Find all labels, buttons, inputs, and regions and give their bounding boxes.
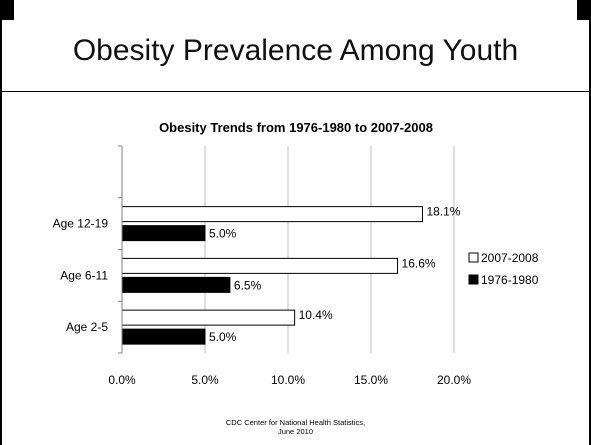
x-tick-label: 0.0% <box>108 373 136 387</box>
bar-baseline <box>121 225 206 242</box>
x-tick-label: 10.0% <box>271 373 305 387</box>
corner-decoration-left <box>2 0 14 20</box>
source-line-1: CDC Center for National Health Statistic… <box>225 418 366 427</box>
source-line-2: June 2010 <box>277 427 314 436</box>
data-label: 6.5% <box>234 278 262 292</box>
data-label: 16.6% <box>402 256 436 270</box>
chart-title: Obesity Trends from 1976-1980 to 2007-20… <box>159 120 433 135</box>
title-band: Obesity Prevalence Among Youth <box>2 0 589 92</box>
axes: 0.0% 5.0% 10.0% 15.0% 20.0% Age 12-19 Age 6-11… <box>53 145 471 387</box>
corner-decoration-right <box>577 0 589 20</box>
data-label: 5.0% <box>209 227 237 241</box>
legend-label: 2007-2008 <box>481 251 539 265</box>
bar-recent <box>121 206 423 223</box>
legend-label: 1976-1980 <box>481 273 539 287</box>
bars: 18.1% 5.0% 16.6% 6.5% 10.4% 5.0% <box>121 205 461 345</box>
data-label: 10.4% <box>299 308 333 322</box>
category-label: Age 2-5 <box>66 320 108 334</box>
x-tick-label: 15.0% <box>354 373 388 387</box>
bar-baseline <box>121 328 206 345</box>
legend-swatch <box>468 252 479 263</box>
bar-recent <box>121 309 296 326</box>
slide-title: Obesity Prevalence Among Youth <box>72 34 519 67</box>
legend-swatch <box>468 274 479 285</box>
data-label: 5.0% <box>209 330 237 344</box>
bar-recent <box>121 257 399 274</box>
data-label: 18.1% <box>426 205 460 219</box>
bar-baseline <box>121 276 231 293</box>
category-label: Age 6-11 <box>60 268 108 282</box>
x-tick-label: 5.0% <box>191 373 219 387</box>
legend: 2007-2008 1976-1980 <box>468 251 539 287</box>
source-note: CDC Center for National Health Statistic… <box>2 418 589 436</box>
category-label: Age 12-19 <box>53 217 109 231</box>
x-tick-label: 20.0% <box>437 373 471 387</box>
